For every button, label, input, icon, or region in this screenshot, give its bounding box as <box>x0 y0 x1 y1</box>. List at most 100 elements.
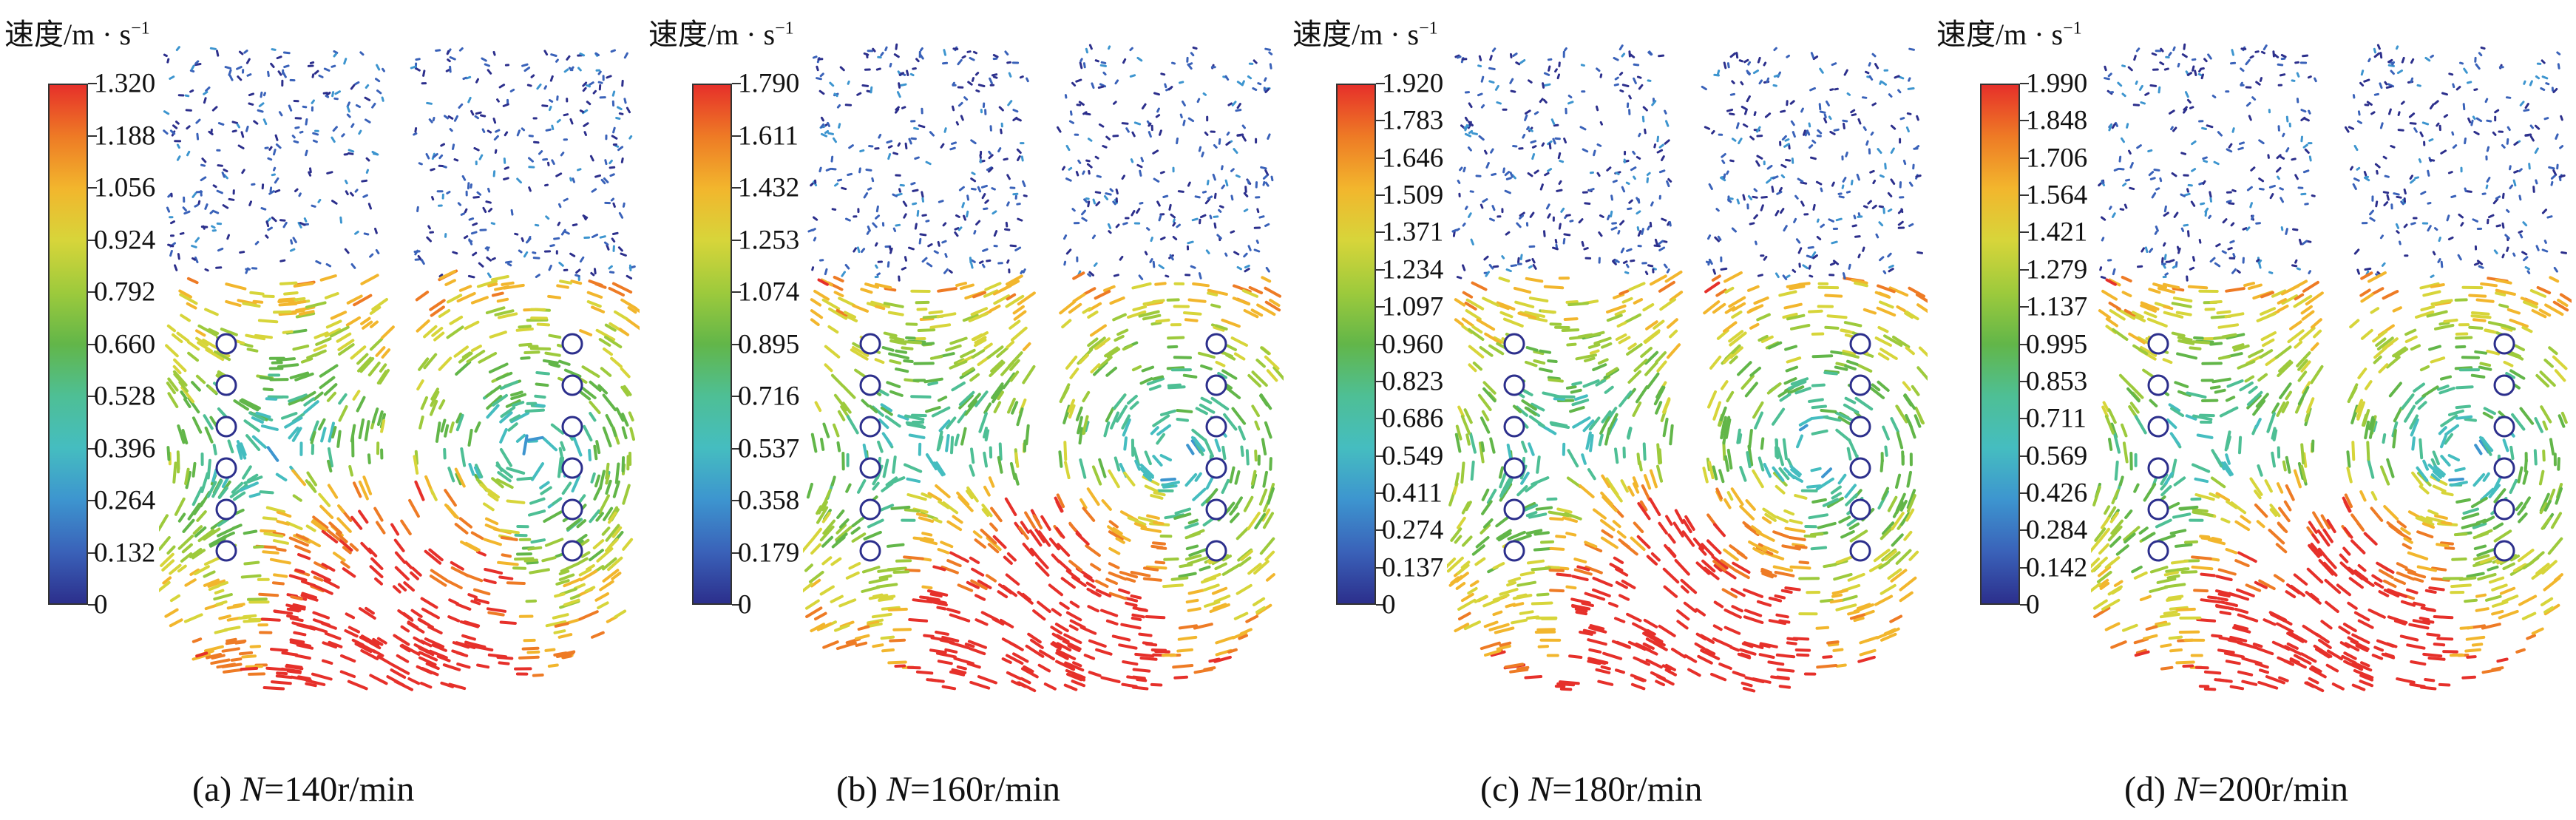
unit-text: 速度/m · s <box>1292 18 1420 51</box>
legend-tick-mark <box>1376 83 1385 84</box>
velocity-vector-field <box>159 46 640 691</box>
legend-tick-label: 1.421 <box>2026 217 2088 248</box>
caption-value: =160r/min <box>909 770 1061 809</box>
legend-tick-mark <box>88 343 97 345</box>
legend-tick-mark <box>732 604 741 606</box>
legend-tick-label: 0.528 <box>94 381 156 412</box>
color-legend-bar <box>48 84 88 605</box>
legend-tick-label: 0.960 <box>1382 329 1444 359</box>
legend-tick-mark <box>88 239 97 241</box>
velocity-panel: 速度/m · s−1 1.920 1.783 1.646 1.509 1.371 1.234… <box>1288 0 1932 820</box>
unit-exponent: −1 <box>775 18 794 38</box>
legend-tick-mark <box>732 135 741 137</box>
legend-tick-label: 0.537 <box>738 433 800 464</box>
legend-tick-mark <box>1376 529 1385 532</box>
velocity-vector-field <box>2091 43 2572 693</box>
legend-tick-mark <box>2020 306 2029 308</box>
panel-caption: (d) N=200r/min <box>2124 769 2348 810</box>
legend-tick-label: 1.432 <box>738 172 800 203</box>
legend-tick-label: 0.686 <box>1382 403 1444 434</box>
legend-tick-label: 0.411 <box>1382 478 1443 509</box>
velocity-panel: 速度/m · s−1 1.790 1.611 1.432 1.253 1.074 0.895… <box>644 0 1288 820</box>
unit-text: 速度/m · s <box>648 18 776 51</box>
legend-tick-label: 1.137 <box>2026 291 2088 322</box>
legend-tick-label: 1.320 <box>94 68 156 99</box>
panel-caption: (c) N=180r/min <box>1480 769 1702 810</box>
legend-tick-mark <box>2020 529 2029 532</box>
caption-prefix: (b) <box>836 770 887 809</box>
velocity-unit-label: 速度/m · s−1 <box>4 10 150 53</box>
legend-tick-mark <box>88 604 97 606</box>
legend-tick-label: 0.853 <box>2026 366 2088 397</box>
legend-tick-label: 1.646 <box>1382 143 1444 174</box>
legend-tick-label: 0.823 <box>1382 366 1444 397</box>
legend-tick-mark <box>732 291 741 293</box>
color-legend-bar <box>1336 84 1376 605</box>
legend-tick-mark <box>732 552 741 554</box>
legend-tick-mark <box>88 135 97 137</box>
legend-tick-mark <box>1376 306 1385 308</box>
legend-tick-mark <box>88 500 97 501</box>
legend-tick-label: 1.848 <box>2026 105 2088 136</box>
color-legend-bar <box>1980 84 2020 605</box>
legend-tick-label: 0.132 <box>94 538 156 568</box>
caption-variable: N <box>2174 770 2198 809</box>
legend-tick-mark <box>1376 566 1385 569</box>
legend-tick-mark <box>2020 83 2029 84</box>
legend-tick-label: 0.284 <box>2026 515 2088 546</box>
legend-tick-mark <box>1376 194 1385 197</box>
legend-tick-mark <box>2020 194 2029 197</box>
legend-tick-mark <box>732 500 741 501</box>
legend-tick-mark <box>1376 418 1385 420</box>
legend-tick-label: 0.396 <box>94 433 156 464</box>
legend-tick-label: 0 <box>2026 589 2040 620</box>
legend-tick-label: 0.549 <box>1382 441 1444 472</box>
legend-tick-mark <box>88 187 97 189</box>
legend-tick-label: 0 <box>1382 589 1396 620</box>
unit-text: 速度/m · s <box>1936 18 2064 51</box>
legend-tick-label: 0.716 <box>738 381 800 412</box>
legend-tick-label: 1.990 <box>2026 68 2088 99</box>
legend-tick-mark <box>2020 604 2029 606</box>
legend-tick-mark <box>2020 418 2029 420</box>
legend-tick-label: 1.097 <box>1382 291 1444 322</box>
caption-value: =200r/min <box>2197 770 2349 809</box>
legend-tick-label: 0.426 <box>2026 478 2088 509</box>
legend-tick-mark <box>1376 492 1385 494</box>
legend-tick-label: 1.509 <box>1382 180 1444 211</box>
velocity-unit-label: 速度/m · s−1 <box>648 10 794 53</box>
legend-tick-label: 0.274 <box>1382 515 1444 546</box>
legend-tick-label: 1.920 <box>1382 68 1444 99</box>
legend-tick-mark <box>1376 231 1385 234</box>
legend-tick-mark <box>2020 566 2029 569</box>
legend-tick-mark <box>732 447 741 450</box>
legend-tick-mark <box>88 447 97 450</box>
legend-tick-mark <box>1376 380 1385 382</box>
velocity-unit-label: 速度/m · s−1 <box>1292 10 1438 53</box>
legend-tick-label: 0.924 <box>94 225 156 255</box>
legend-tick-label: 1.706 <box>2026 143 2088 174</box>
legend-tick-mark <box>1376 604 1385 606</box>
legend-tick-mark <box>2020 157 2029 159</box>
legend-tick-label: 0.660 <box>94 329 156 359</box>
legend-tick-mark <box>1376 120 1385 122</box>
legend-tick-mark <box>2020 120 2029 122</box>
legend-tick-mark <box>2020 231 2029 234</box>
legend-tick-label: 1.234 <box>1382 254 1444 285</box>
velocity-unit-label: 速度/m · s−1 <box>1936 10 2082 53</box>
velocity-panel: 速度/m · s−1 1.990 1.848 1.706 1.564 1.421 1.279… <box>1932 0 2576 820</box>
legend-tick-mark <box>732 396 741 397</box>
unit-exponent: −1 <box>131 18 150 38</box>
legend-tick-mark <box>2020 268 2029 271</box>
legend-tick-mark <box>88 552 97 554</box>
legend-tick-mark <box>732 343 741 345</box>
legend-tick-mark <box>732 239 741 241</box>
legend-tick-label: 1.371 <box>1382 217 1444 248</box>
legend-tick-mark <box>2020 380 2029 382</box>
legend-tick-mark <box>732 83 741 84</box>
legend-tick-label: 0.711 <box>2026 403 2087 434</box>
unit-text: 速度/m · s <box>4 18 132 51</box>
legend-tick-label: 1.188 <box>94 121 156 151</box>
legend-tick-label: 1.564 <box>2026 180 2088 211</box>
legend-tick-label: 1.056 <box>94 172 156 203</box>
